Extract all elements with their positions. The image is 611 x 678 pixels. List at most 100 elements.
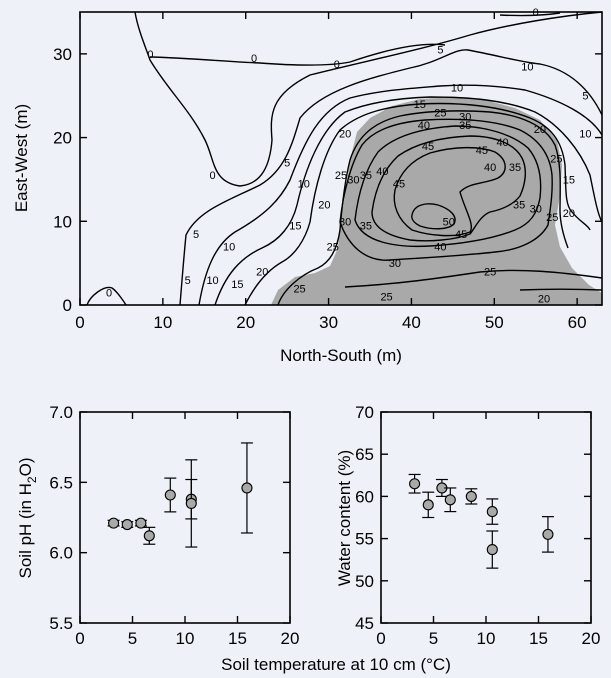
marker <box>121 518 133 531</box>
contour-0 <box>134 11 603 187</box>
x-tick-label: 50 <box>485 313 504 332</box>
ph-panel: 0 5 10 15 20 5.5 6.0 6.5 7.0 Soil pH (in H2O) <box>16 403 299 648</box>
ph-ticks: 0 5 10 15 20 5.5 6.0 6.5 7.0 <box>49 403 299 648</box>
marker <box>542 528 554 540</box>
contour-label: 15 <box>289 220 301 232</box>
contour-0 <box>499 12 561 17</box>
y-tick-label: 65 <box>355 445 374 464</box>
contour-lines <box>86 11 603 306</box>
contour-label: 0 <box>147 49 153 61</box>
contour-30 <box>339 118 553 261</box>
data-point <box>143 526 156 545</box>
contour-label: 25 <box>484 267 496 279</box>
ph-points <box>107 442 253 548</box>
contour-label: 40 <box>418 120 430 132</box>
y-tick-label: 60 <box>355 487 374 506</box>
contour-50 <box>411 203 456 230</box>
contour-x-axis-label: North-South (m) <box>280 346 402 365</box>
contour-20 <box>519 288 603 291</box>
data-point <box>422 491 435 519</box>
contour-label: 40 <box>496 137 508 149</box>
contour-label: 35 <box>459 120 471 132</box>
contour-label: 40 <box>434 241 446 253</box>
x-tick-label: 5 <box>429 629 438 648</box>
contour-yticks: 0 10 20 30 <box>53 45 602 315</box>
x-tick-label: 10 <box>176 629 195 648</box>
marker <box>444 494 456 506</box>
contour-axes <box>79 11 603 306</box>
contour-label: 10 <box>451 82 463 94</box>
contour-label: 15 <box>563 174 575 186</box>
contour-35 <box>354 125 542 248</box>
marker <box>135 517 147 529</box>
contour-label: 20 <box>318 200 330 212</box>
contour-40 <box>371 135 527 242</box>
contour-15 <box>214 96 603 306</box>
x-tick-label: 20 <box>281 629 300 648</box>
data-point <box>486 498 499 525</box>
y-tick-label: 45 <box>355 614 374 633</box>
contour-label: 45 <box>476 145 488 157</box>
contour-label: 35 <box>360 170 372 182</box>
contour-label: 10 <box>206 275 218 287</box>
contour-label: 10 <box>223 241 235 253</box>
contour-label: 10 <box>298 179 310 191</box>
y-tick-label: 0 <box>63 296 72 315</box>
data-point <box>444 487 457 513</box>
water-points <box>408 473 554 569</box>
contour-label: 25 <box>335 170 347 182</box>
contour-label: 5 <box>582 91 588 103</box>
ph-y-axis-label: Soil pH (in H2O) <box>16 458 39 579</box>
contour-0 <box>86 286 127 306</box>
data-point <box>408 473 421 494</box>
contour-label: 45 <box>455 229 467 241</box>
contour-label: 50 <box>443 216 455 228</box>
contour-25 <box>344 269 603 288</box>
data-point <box>134 517 147 529</box>
contour-frame <box>79 11 603 306</box>
contour-y-axis-label: East-West (m) <box>12 104 31 212</box>
contour-label: 35 <box>513 200 525 212</box>
contour-label: 10 <box>579 128 591 140</box>
contour-label: 30 <box>459 112 471 124</box>
data-point <box>121 518 134 531</box>
contour-label: 30 <box>347 174 359 186</box>
y-tick-label: 6.5 <box>49 473 73 492</box>
x-tick-label: 15 <box>529 629 548 648</box>
x-tick-label: 0 <box>75 313 84 332</box>
marker <box>241 482 253 494</box>
contour-label: 25 <box>546 212 558 224</box>
contour-label: 30 <box>389 258 401 270</box>
y-tick-label: 20 <box>53 129 72 148</box>
marker <box>486 506 498 518</box>
contour-25 <box>277 110 569 306</box>
y-tick-label: 50 <box>355 572 374 591</box>
x-tick-label: 0 <box>75 629 84 648</box>
x-tick-label: 0 <box>376 629 385 648</box>
x-tick-label: 20 <box>582 629 601 648</box>
x-tick-label: 30 <box>319 313 338 332</box>
contour-10 <box>198 84 603 306</box>
y-tick-label: 6.0 <box>49 544 73 563</box>
data-point <box>164 477 177 513</box>
contour-label: 0 <box>533 7 539 19</box>
contour-label: 0 <box>251 53 257 65</box>
x-tick-label: 10 <box>153 313 172 332</box>
contour-label: 25 <box>550 154 562 166</box>
marker <box>486 544 498 556</box>
contour-label: 0 <box>210 170 216 182</box>
contour-label: 5 <box>193 229 199 241</box>
x-tick-label: 20 <box>236 313 255 332</box>
y-tick-label: 55 <box>355 530 374 549</box>
contour-label: 25 <box>327 241 339 253</box>
x-tick-label: 60 <box>568 313 587 332</box>
data-point <box>107 517 120 529</box>
contour-label: 25 <box>434 107 446 119</box>
contour-label: 30 <box>339 216 351 228</box>
contour-label: 5 <box>185 275 191 287</box>
contour-labels: 0 0 0 0 0 0 5 5 5 5 5 10 10 10 10 10 10 15 15 15 15 20 20 20 20 2… <box>106 7 592 305</box>
contour-label: 20 <box>563 208 575 220</box>
contour-label: 40 <box>376 166 388 178</box>
y-tick-label: 5.5 <box>49 614 73 633</box>
